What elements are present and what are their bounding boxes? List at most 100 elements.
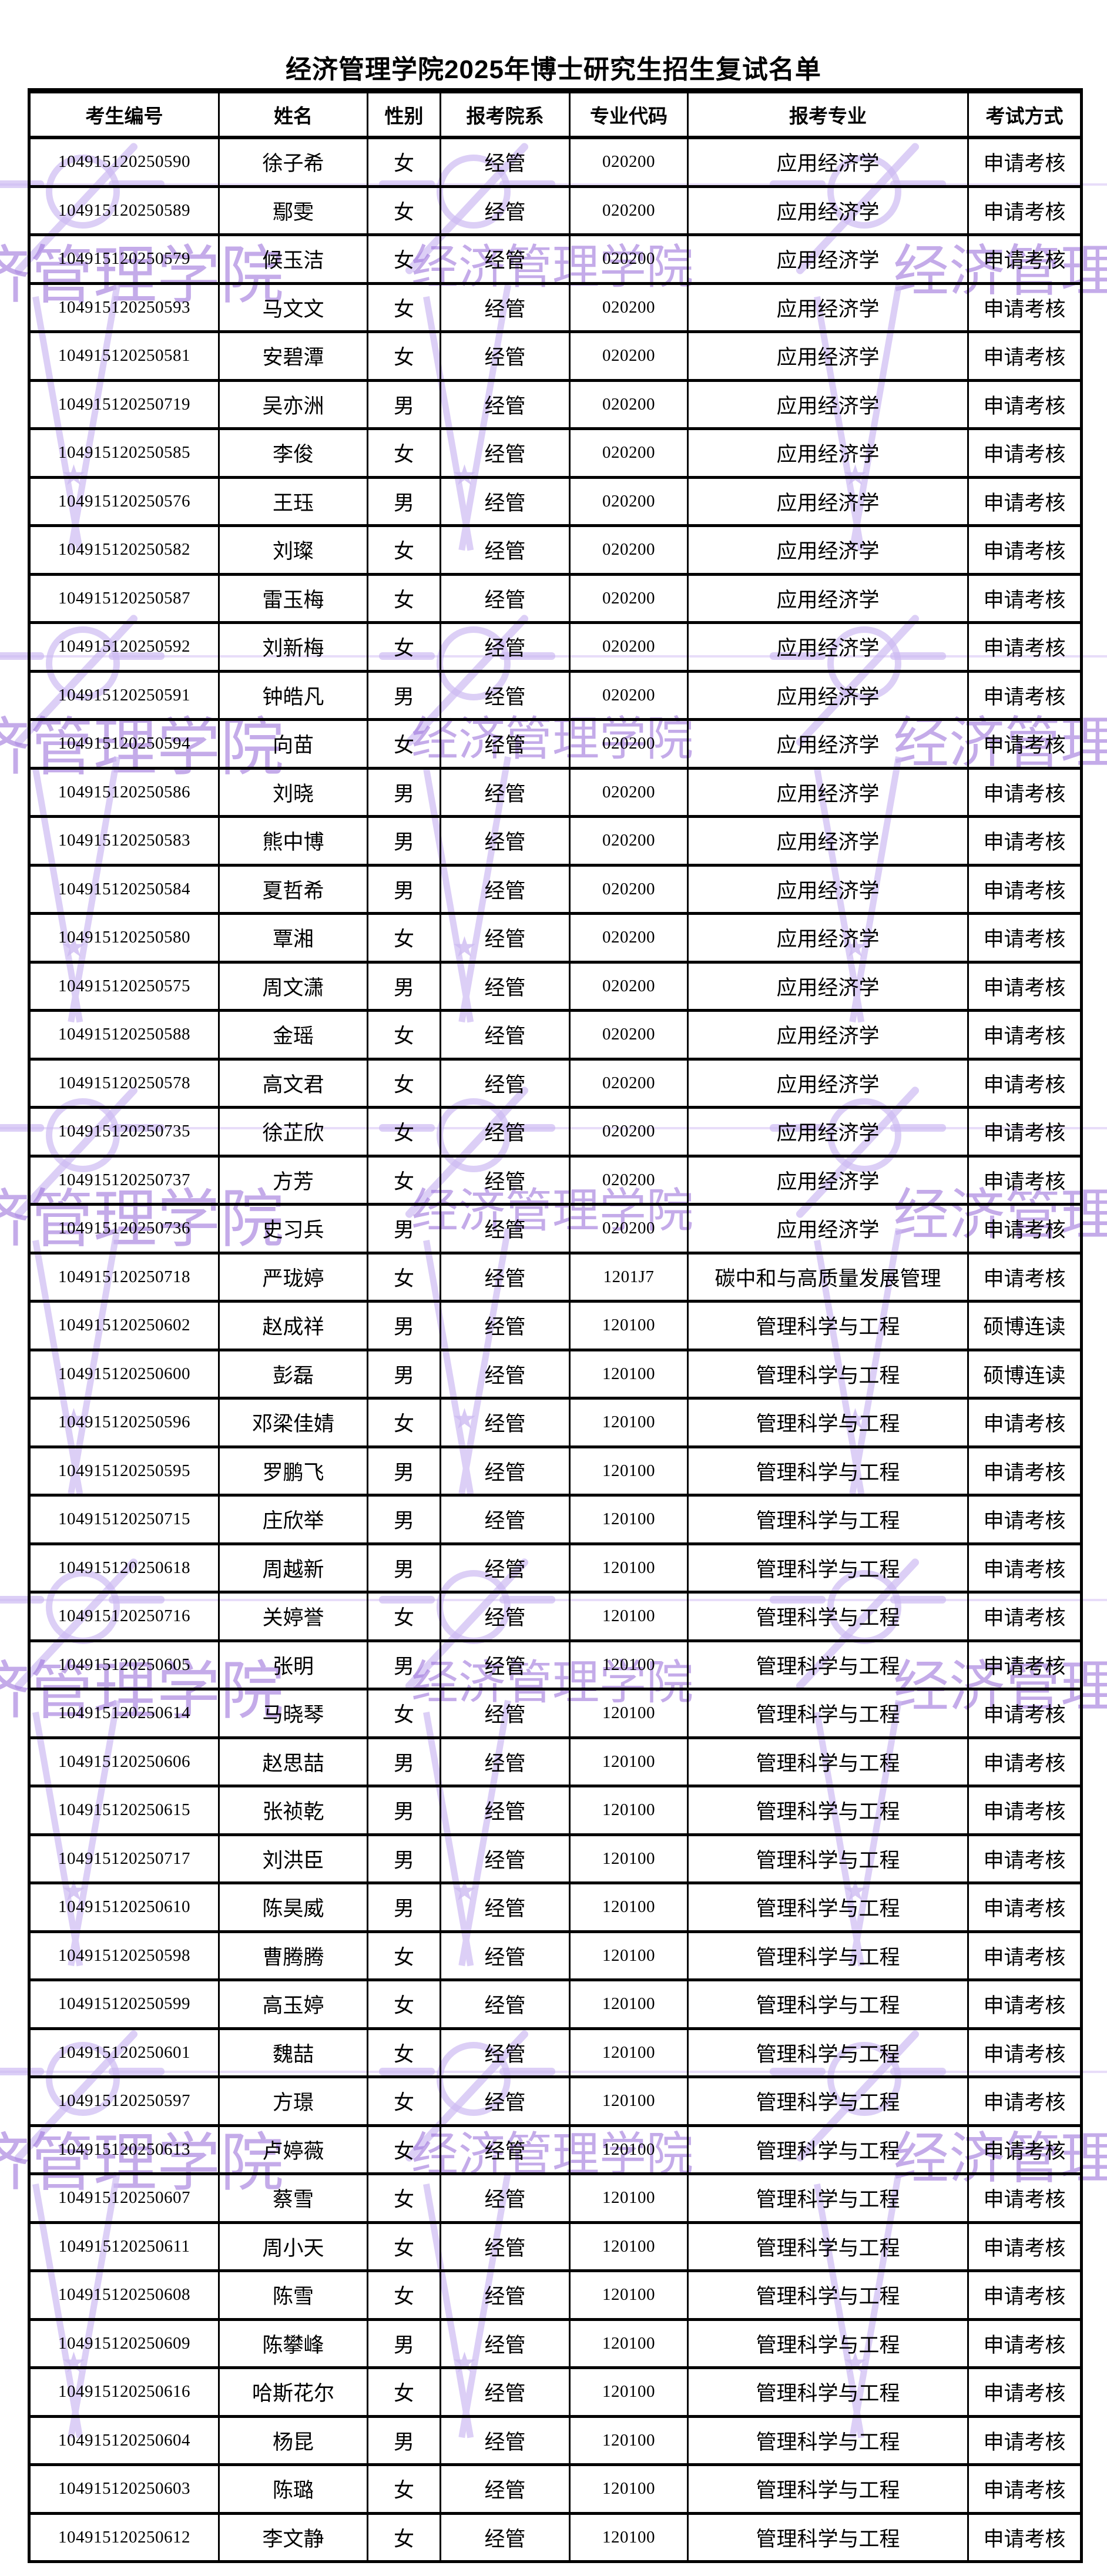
table-row: 104915120250600 彭磊男经管 120100 管理科学与工程 硕博连读 [28, 1348, 1082, 1400]
cell-candidate-no: 104915120250589 [28, 185, 220, 236]
cell-gender: 女 [367, 524, 441, 576]
cell-gender: 女 [367, 330, 441, 382]
cell-candidate-no: 104915120250715 [28, 1494, 220, 1545]
table-row: 104915120250578 高文君女经管 020200 应用经济学 申请考核 [28, 1057, 1082, 1109]
cell-major: 应用经济学 [687, 1154, 969, 1206]
cell-exam-method: 申请考核 [967, 1542, 1082, 1594]
cell-name: 周文潇 [218, 960, 368, 1012]
cell-department: 经管 [440, 2463, 571, 2515]
cell-gender: 男 [367, 960, 441, 1012]
cell-candidate-no: 104915120250581 [28, 330, 220, 382]
cell-name: 雷玉梅 [218, 572, 368, 624]
cell-candidate-no: 104915120250600 [28, 1348, 220, 1400]
cell-exam-method: 申请考核 [967, 524, 1082, 576]
cell-major: 应用经济学 [687, 330, 969, 382]
cell-name: 庄欣举 [218, 1494, 368, 1545]
cell-department: 经管 [440, 2414, 571, 2466]
cell-department: 经管 [440, 1397, 571, 1448]
cell-gender: 女 [367, 912, 441, 964]
cell-department: 经管 [440, 1833, 571, 1884]
cell-major-code: 120100 [569, 1881, 689, 1933]
cell-candidate-no: 104915120250716 [28, 1591, 220, 1642]
cell-major: 应用经济学 [687, 427, 969, 479]
table-row: 104915120250612 李文静女经管 120100 管理科学与工程 申请考核 [28, 2511, 1082, 2563]
cell-exam-method: 申请考核 [967, 2366, 1082, 2418]
table-row: 104915120250606 赵思喆男经管 120100 管理科学与工程 申请考核 [28, 1736, 1082, 1787]
cell-department: 经管 [440, 233, 571, 285]
cell-gender: 女 [367, 2124, 441, 2175]
cell-major: 应用经济学 [687, 912, 969, 964]
cell-major: 应用经济学 [687, 1009, 969, 1061]
cell-exam-method: 申请考核 [967, 378, 1082, 430]
cell-gender: 男 [367, 1494, 441, 1545]
cell-department: 经管 [440, 2511, 571, 2563]
cell-major-code: 020200 [569, 766, 689, 818]
table-header: 考生编号 姓名 性别 报考院系 专业代码 报考专业 考试方式 [28, 89, 1082, 139]
cell-candidate-no: 104915120250603 [28, 2463, 220, 2515]
cell-major: 管理科学与工程 [687, 1445, 969, 1497]
cell-candidate-no: 104915120250592 [28, 621, 220, 673]
cell-department: 经管 [440, 427, 571, 479]
cell-major-code: 120100 [569, 2269, 689, 2321]
cell-name: 彭磊 [218, 1348, 368, 1400]
table-row: 104915120250583 熊中博男经管 020200 应用经济学 申请考核 [28, 815, 1082, 867]
header-major: 报考专业 [687, 89, 969, 139]
cell-exam-method: 申请考核 [967, 1009, 1082, 1061]
cell-major-code: 020200 [569, 621, 689, 673]
cell-name: 关婷誉 [218, 1591, 368, 1642]
cell-major: 应用经济学 [687, 766, 969, 818]
cell-major-code: 120100 [569, 1688, 689, 1739]
header-exam-method: 考试方式 [967, 89, 1082, 139]
table-row: 104915120250592 刘新梅女经管 020200 应用经济学 申请考核 [28, 621, 1082, 673]
cell-department: 经管 [440, 1639, 571, 1690]
cell-major-code: 120100 [569, 1591, 689, 1642]
cell-candidate-no: 104915120250585 [28, 427, 220, 479]
cell-major-code: 1201J7 [569, 1251, 689, 1303]
cell-candidate-no: 104915120250595 [28, 1445, 220, 1497]
cell-department: 经管 [440, 1930, 571, 1981]
cell-exam-method: 申请考核 [967, 1106, 1082, 1158]
cell-gender: 女 [367, 1057, 441, 1109]
table-row: 104915120250607 蔡雪女经管 120100 管理科学与工程 申请考核 [28, 2172, 1082, 2224]
cell-candidate-no: 104915120250616 [28, 2366, 220, 2418]
cell-name: 罗鹏飞 [218, 1445, 368, 1497]
cell-candidate-no: 104915120250580 [28, 912, 220, 964]
cell-major-code: 020200 [569, 912, 689, 964]
cell-candidate-no: 104915120250607 [28, 2172, 220, 2224]
cell-name: 安碧潭 [218, 330, 368, 382]
cell-gender: 女 [367, 2075, 441, 2127]
cell-major: 应用经济学 [687, 281, 969, 333]
cell-exam-method: 申请考核 [967, 2511, 1082, 2563]
cell-department: 经管 [440, 136, 571, 188]
cell-major-code: 020200 [569, 815, 689, 867]
cell-gender: 女 [367, 427, 441, 479]
cell-name: 高玉婷 [218, 1978, 368, 2030]
cell-major: 应用经济学 [687, 475, 969, 527]
cell-major-code: 120100 [569, 2172, 689, 2224]
table-row: 104915120250605 张明男经管 120100 管理科学与工程 申请考核 [28, 1639, 1082, 1690]
cell-exam-method: 申请考核 [967, 1251, 1082, 1303]
cell-candidate-no: 104915120250575 [28, 960, 220, 1012]
cell-major-code: 020200 [569, 1106, 689, 1158]
cell-gender: 男 [367, 2317, 441, 2369]
cell-name: 赵思喆 [218, 1736, 368, 1787]
cell-gender: 女 [367, 185, 441, 236]
cell-candidate-no: 104915120250593 [28, 281, 220, 333]
cell-candidate-no: 104915120250615 [28, 1785, 220, 1836]
cell-name: 方璟 [218, 2075, 368, 2127]
cell-department: 经管 [440, 1494, 571, 1545]
cell-exam-method: 申请考核 [967, 1785, 1082, 1836]
cell-candidate-no: 104915120250599 [28, 1978, 220, 2030]
cell-major-code: 120100 [569, 1930, 689, 1981]
cell-exam-method: 申请考核 [967, 2414, 1082, 2466]
cell-major-code: 120100 [569, 2511, 689, 2563]
cell-gender: 男 [367, 1639, 441, 1690]
header-name: 姓名 [218, 89, 368, 139]
admission-table: 考生编号 姓名 性别 报考院系 专业代码 报考专业 考试方式 104915120… [28, 88, 1083, 2563]
cell-candidate-no: 104915120250602 [28, 1300, 220, 1351]
cell-major: 应用经济学 [687, 185, 969, 236]
cell-major: 应用经济学 [687, 1203, 969, 1255]
cell-candidate-no: 104915120250614 [28, 1688, 220, 1739]
cell-major-code: 120100 [569, 2124, 689, 2175]
cell-name: 赵成祥 [218, 1300, 368, 1351]
